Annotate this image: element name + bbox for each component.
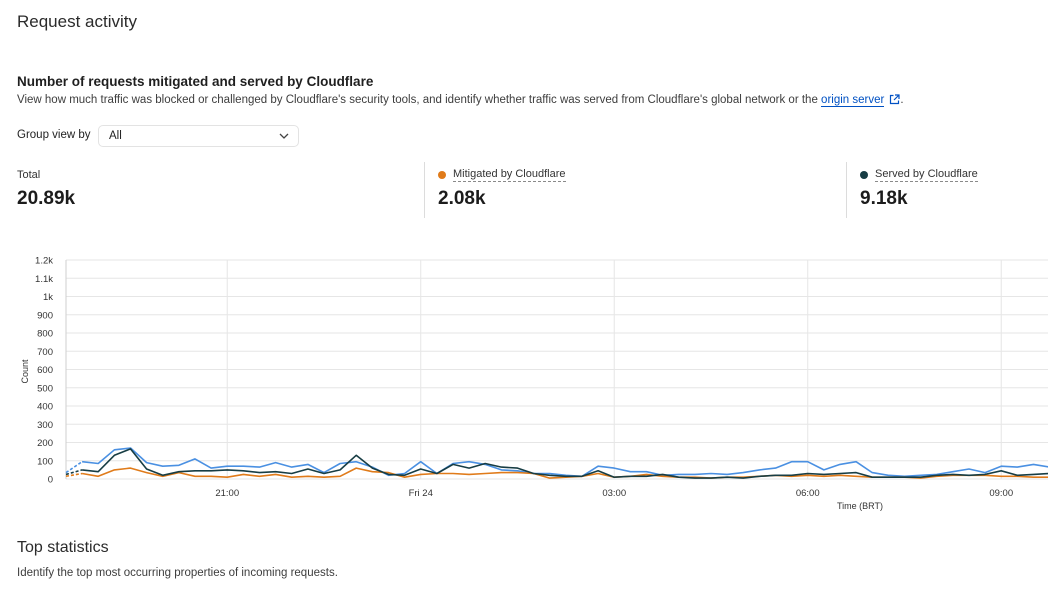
x-tick-label: 09:00 bbox=[989, 488, 1013, 499]
y-tick-label: 1k bbox=[43, 292, 53, 303]
served-legend-dot bbox=[860, 171, 868, 179]
x-tick-label: Fri 24 bbox=[409, 488, 433, 499]
section-title: Number of requests mitigated and served … bbox=[17, 74, 374, 89]
mitigated-label[interactable]: Mitigated by Cloudflare bbox=[438, 168, 566, 182]
y-tick-label: 200 bbox=[37, 438, 53, 449]
description-period: . bbox=[900, 94, 904, 106]
total-stat: Total 20.89k bbox=[17, 162, 75, 218]
group-view-select[interactable]: All bbox=[98, 125, 299, 147]
mitigated-stat: Mitigated by Cloudflare 2.08k bbox=[438, 162, 566, 218]
group-view-label: Group view by bbox=[17, 129, 91, 141]
series-line-start-0 bbox=[65, 461, 83, 474]
total-label: Total bbox=[17, 169, 41, 181]
x-tick-label: 03:00 bbox=[602, 488, 626, 499]
y-tick-label: 0 bbox=[48, 475, 53, 486]
y-tick-label: 900 bbox=[37, 310, 53, 321]
served-label[interactable]: Served by Cloudflare bbox=[860, 168, 978, 182]
y-tick-label: 800 bbox=[37, 329, 53, 340]
external-link-icon[interactable] bbox=[889, 94, 900, 105]
series-line-start-2 bbox=[65, 469, 83, 476]
series-line-2 bbox=[82, 448, 1048, 479]
mitigated-value: 2.08k bbox=[438, 188, 486, 209]
chevron-down-icon bbox=[279, 133, 289, 139]
origin-server-link[interactable]: origin server bbox=[821, 94, 885, 107]
group-view-selected: All bbox=[109, 130, 122, 142]
stat-divider bbox=[424, 162, 425, 218]
served-stat: Served by Cloudflare 9.18k bbox=[860, 162, 978, 218]
y-tick-label: 500 bbox=[37, 383, 53, 394]
stat-divider bbox=[846, 162, 847, 218]
top-statistics-title: Top statistics bbox=[17, 539, 109, 556]
x-tick-label: 21:00 bbox=[215, 488, 239, 499]
mitigated-legend-dot bbox=[438, 171, 446, 179]
x-axis-title: Time (BRT) bbox=[837, 501, 883, 511]
y-tick-label: 300 bbox=[37, 420, 53, 431]
series-line-0 bbox=[82, 447, 1048, 478]
served-value: 9.18k bbox=[860, 188, 908, 209]
y-tick-label: 1.1k bbox=[35, 274, 53, 285]
y-tick-label: 100 bbox=[37, 456, 53, 467]
section-description: View how much traffic was blocked or cha… bbox=[17, 94, 904, 107]
requests-line-chart[interactable]: 0 100 200 300 400 500 600 700 800 900 1k 1.1k 1.2k 21… bbox=[0, 250, 1048, 515]
top-statistics-description: Identify the top most occurring properti… bbox=[17, 567, 338, 579]
y-tick-label: 700 bbox=[37, 347, 53, 358]
total-value: 20.89k bbox=[17, 188, 76, 209]
y-tick-label: 1.2k bbox=[35, 256, 53, 267]
y-axis-title: Count bbox=[20, 359, 30, 384]
x-tick-label: 06:00 bbox=[796, 488, 820, 499]
page-title: Request activity bbox=[17, 12, 137, 31]
y-tick-label: 600 bbox=[37, 365, 53, 376]
series-line-start-1 bbox=[65, 472, 83, 478]
description-text: View how much traffic was blocked or cha… bbox=[17, 94, 822, 106]
y-tick-label: 400 bbox=[37, 402, 53, 413]
